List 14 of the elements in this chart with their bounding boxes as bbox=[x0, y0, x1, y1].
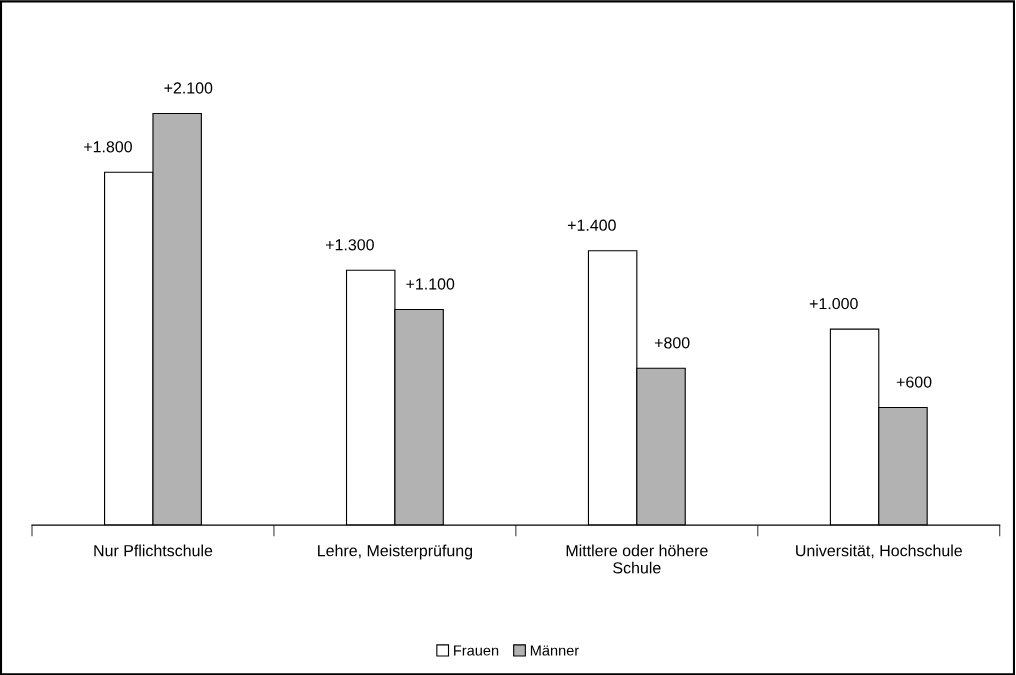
data-label: +1.300 bbox=[326, 239, 374, 251]
x-tick-label: Universität, Hochschule bbox=[796, 544, 962, 559]
data-label: +800 bbox=[654, 337, 690, 349]
x-tick-label: Nur Pflichtschule bbox=[94, 544, 213, 557]
legend-label: Männer bbox=[530, 645, 579, 656]
x-tick-label: Mittlere oder höhere Schule bbox=[566, 544, 708, 574]
x-tick-label: Lehre, Meisterprüfung bbox=[318, 544, 473, 560]
data-label: +1.100 bbox=[406, 278, 455, 290]
data-label: +1.800 bbox=[84, 141, 132, 153]
data-label: +1.000 bbox=[809, 297, 858, 310]
data-label: +1.400 bbox=[567, 219, 616, 231]
data-label: +600 bbox=[896, 376, 932, 388]
legend-label: Frauen bbox=[454, 645, 499, 656]
data-label: +2.100 bbox=[164, 82, 213, 94]
